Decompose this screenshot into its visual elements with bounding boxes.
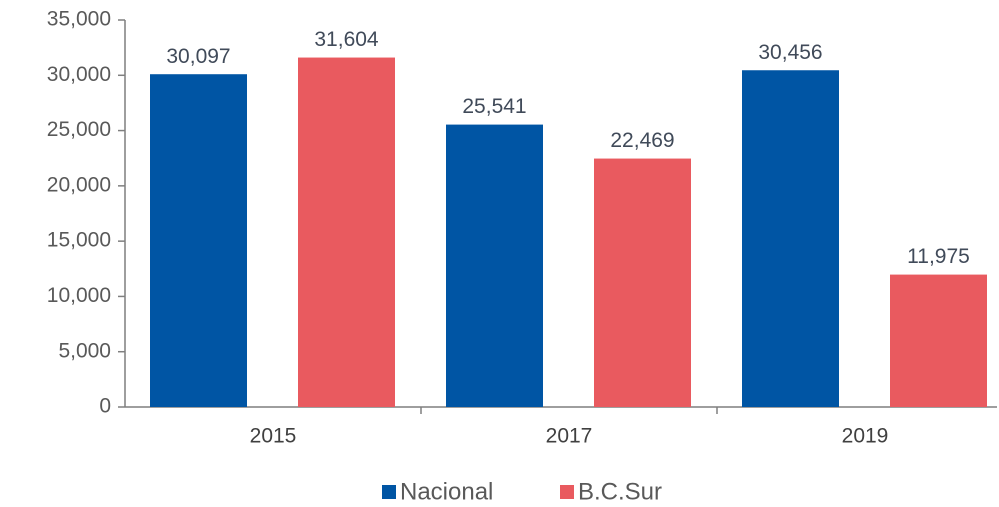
x-tick-label: 2015	[250, 425, 297, 448]
y-tick-label: 0	[99, 395, 111, 418]
data-label: 30,456	[758, 41, 822, 64]
bar	[298, 57, 395, 408]
legend-swatch	[382, 485, 396, 499]
x-tick-label: 2019	[842, 425, 889, 448]
legend-label: Nacional	[400, 478, 493, 505]
data-label: 30,097	[166, 45, 230, 68]
bar	[742, 70, 839, 408]
data-label: 22,469	[610, 129, 674, 152]
data-label: 25,541	[462, 95, 526, 118]
y-tick-label: 25,000	[47, 118, 111, 141]
legend-swatch	[560, 485, 574, 499]
bar	[594, 158, 691, 407]
data-label: 31,604	[314, 28, 379, 51]
bar	[150, 74, 247, 408]
data-label: 11,975	[907, 245, 970, 268]
y-tick-label: 5,000	[58, 339, 111, 362]
x-tick-label: 2017	[546, 425, 593, 448]
bar	[446, 124, 543, 408]
y-tick-label: 35,000	[47, 8, 111, 31]
legend-label: B.C.Sur	[578, 478, 662, 505]
y-tick-label: 15,000	[47, 229, 111, 252]
y-tick-label: 30,000	[47, 63, 111, 86]
y-tick-label: 20,000	[47, 173, 111, 196]
bar	[890, 274, 987, 407]
y-tick-label: 10,000	[47, 284, 111, 307]
